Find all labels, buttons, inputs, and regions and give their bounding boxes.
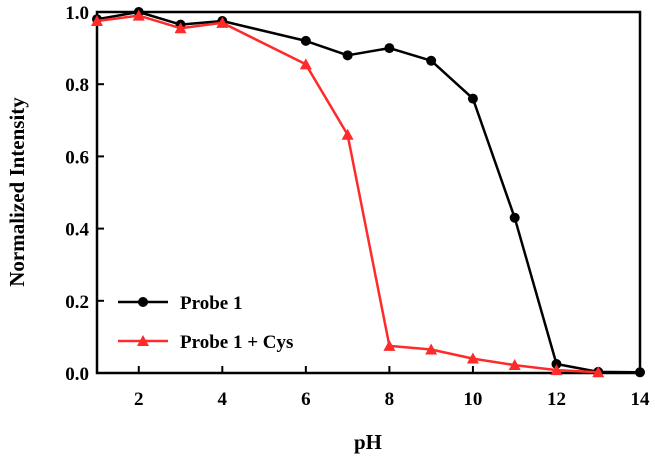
y-axis-title: Normalized Intensity: [5, 97, 29, 287]
legend-marker-probe-1: [138, 297, 148, 307]
series-line-probe-1: [96, 10, 641, 374]
data-point-probe-1-cys: [341, 128, 354, 140]
x-tick-label: 10: [463, 389, 482, 410]
data-point-probe-1-cys: [174, 22, 187, 34]
data-point-probe-1-cys: [299, 58, 312, 70]
data-point-probe-1-cys: [91, 15, 103, 27]
legend-marker-probe-1-cys: [137, 335, 149, 346]
y-tick-label: 0.2: [65, 292, 89, 313]
x-tick-label: 4: [218, 389, 228, 410]
x-axis-title: pH: [354, 430, 382, 454]
data-point-probe-1: [635, 367, 645, 378]
data-point-probe-1-cys: [216, 16, 229, 28]
data-point-probe-1-cys: [132, 9, 145, 21]
y-axis-ticks: 0.0 0.2 0.4 0.6 0.8 1.0: [65, 3, 104, 385]
y-tick-label: 0.0: [65, 364, 89, 385]
legend: Probe 1 Probe 1 + Cys: [118, 293, 293, 353]
legend-label-probe-1: Probe 1: [180, 293, 242, 314]
y-tick-label: 1.0: [65, 3, 89, 24]
data-point-probe-1-cys: [425, 343, 438, 355]
y-tick-label: 0.6: [65, 147, 89, 168]
x-tick-label: 8: [385, 389, 395, 410]
x-tick-label: 12: [547, 389, 566, 410]
y-tick-label: 0.8: [65, 75, 89, 96]
series-layer: [91, 7, 645, 378]
data-point-probe-1-cys: [466, 352, 479, 364]
data-point-probe-1: [551, 358, 562, 369]
data-point-probe-1: [342, 50, 353, 61]
data-point-probe-1: [467, 93, 478, 104]
data-point-probe-1: [300, 35, 311, 46]
x-tick-label: 6: [301, 389, 311, 410]
y-tick-label: 0.4: [65, 220, 89, 241]
data-point-probe-1-cys: [550, 364, 563, 376]
series-line-probe-1-cys: [96, 14, 599, 374]
x-tick-label: 2: [134, 389, 144, 410]
x-tick-label: 14: [631, 389, 651, 410]
legend-label-probe-1-cys: Probe 1 + Cys: [180, 332, 293, 353]
data-point-probe-1: [384, 43, 395, 54]
data-point-probe-1: [509, 212, 520, 223]
data-point-probe-1: [426, 55, 437, 66]
data-point-probe-1-cys: [508, 359, 521, 371]
plot-frame: [95, 10, 642, 375]
data-point-probe-1-cys: [383, 339, 396, 351]
data-point-probe-1-cys: [592, 366, 605, 378]
